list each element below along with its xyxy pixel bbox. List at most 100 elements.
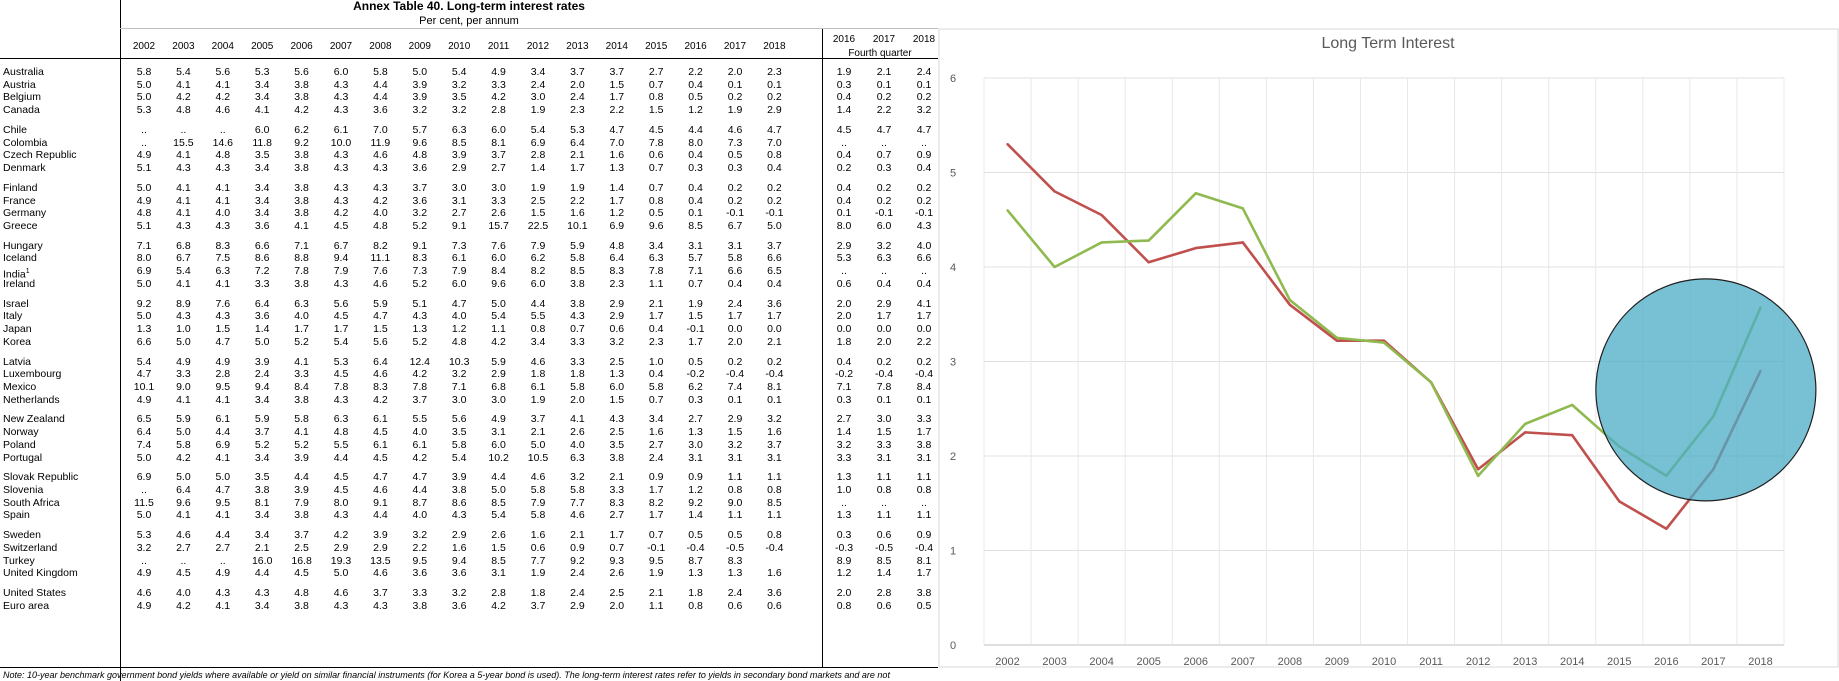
table-cell: 1.1 [491,323,506,335]
series-2-point [1241,207,1245,210]
y-tick-label: 2 [950,451,956,463]
table-cell: 8.7 [412,496,428,509]
quarter-cell: 0.0 [916,323,932,335]
table-cell: 8.7 [688,554,703,567]
table-cell: 3.6 [254,219,270,232]
country-name: France [3,194,36,207]
table-cell: 9.6 [176,496,191,509]
table-cell: 3.4 [648,239,664,252]
table-cell: 2.5 [609,426,625,439]
table-cell: 4.2 [373,393,388,406]
table-cell: 5.0 [136,181,152,194]
table-cell: 1.7 [648,310,664,323]
table-cell: 19.3 [330,554,352,567]
table-cell: 4.8 [215,149,231,162]
country-name: Poland [3,438,36,451]
table-cell: 3.2 [451,587,467,600]
y-tick-label: 3 [950,357,956,369]
country-name: Euro area [3,599,50,612]
y-tick-label: 5 [950,168,956,180]
x-tick-label: 2011 [1419,656,1443,668]
table-cell: 0.1 [688,207,703,220]
table-cell: 7.0 [373,123,388,136]
table-cell: 0.5 [727,149,743,162]
table-cell: 6.8 [491,380,506,393]
quarter-cell: 3.1 [876,451,892,464]
table-cell: 0.8 [767,484,782,496]
table-cell: 6.4 [254,297,270,310]
table-cell: 4.3 [412,310,428,323]
table-cell: 2.0 [609,599,625,612]
table-cell: 4.9 [136,149,152,162]
table-cell: 1.0 [648,355,664,368]
country-name: Portugal [3,451,43,464]
table-cell: 11.5 [134,496,154,509]
table-cell: -0.1 [686,323,705,335]
table-cell: 4.3 [570,310,585,323]
table-cell: 5.9 [176,413,191,426]
table-cell: 4.5 [648,123,664,136]
table-cell: 8.4 [491,265,506,278]
table-cell: 0.6 [727,599,743,612]
table-cell: 4.4 [294,471,309,484]
table-cell: 6.3 [294,297,309,310]
table-cell: 5.0 [136,509,152,522]
quarter-cell: 0.3 [876,162,892,174]
table-cell: 3.9 [451,471,467,484]
table-cell: 5.0 [136,451,152,464]
quarter-column-header: 2018 [912,34,936,45]
table-cell: 5.0 [333,567,349,580]
table-cell: 2.9 [373,541,388,554]
table-cell: 5.9 [254,413,270,426]
table-cell: 2.9 [609,297,625,310]
quarter-cell: 8.1 [916,554,932,567]
table-cell: 5.0 [412,66,428,78]
table-cell: 1.1 [767,471,782,484]
table-cell: 4.7 [767,123,782,136]
table-cell: 1.5 [530,207,546,220]
table-cell: 6.7 [333,239,349,252]
table-cell: 7.4 [136,438,152,451]
series-1-point [1571,434,1574,437]
table-cell: 3.3 [176,368,191,381]
table-cell: 1.9 [530,567,546,580]
quarter-cell: 0.2 [916,181,932,194]
x-tick-label: 2008 [1278,656,1302,668]
table-cell: 1.6 [767,567,782,580]
table-cell: .. [219,554,226,567]
series-2-point [1571,403,1574,407]
table-cell: 4.1 [294,219,309,232]
table-cell: 4.1 [176,181,191,194]
table-cell: 1.7 [609,194,625,207]
table-cell: 8.0 [333,496,349,509]
table-cell: 7.7 [570,496,585,509]
table-cell: 0.1 [767,78,782,91]
table-cell: 3.8 [570,297,585,310]
table-cell: 7.2 [254,265,270,278]
table-cell: 1.5 [688,310,703,323]
quarter-cell: 0.2 [876,181,892,194]
table-cell: 9.1 [412,239,428,252]
quarter-cell: 0.1 [876,393,892,406]
table-cell: 8.5 [451,136,467,149]
table-cell: 4.0 [412,426,428,439]
table-cell: 6.6 [727,265,743,278]
quarter-cell: 2.0 [836,297,852,310]
table-cell: 4.3 [176,162,191,174]
table-cell: 3.1 [727,239,743,252]
table-cell: 4.8 [609,239,625,252]
table-cell: 8.3 [215,239,231,252]
table-cell: 3.4 [254,599,270,612]
quarter-cell: 0.3 [836,529,852,542]
table-cell: 5.9 [373,297,388,310]
table-cell: 2.5 [294,541,309,554]
line-chart: Long Term Interest 0 1 2 3 4 5 6 2002 2003 2004 20… [938,28,1839,668]
table-cell: 2.6 [609,567,625,580]
table-cell: 4.9 [215,355,231,368]
table-cell: 0.2 [767,91,782,104]
country-name: Colombia [3,136,48,149]
table-cell: 11.9 [370,136,391,149]
table-cell: 7.8 [648,136,664,149]
quarter-cell: .. [881,136,887,149]
table-cell: 4.1 [294,426,309,439]
